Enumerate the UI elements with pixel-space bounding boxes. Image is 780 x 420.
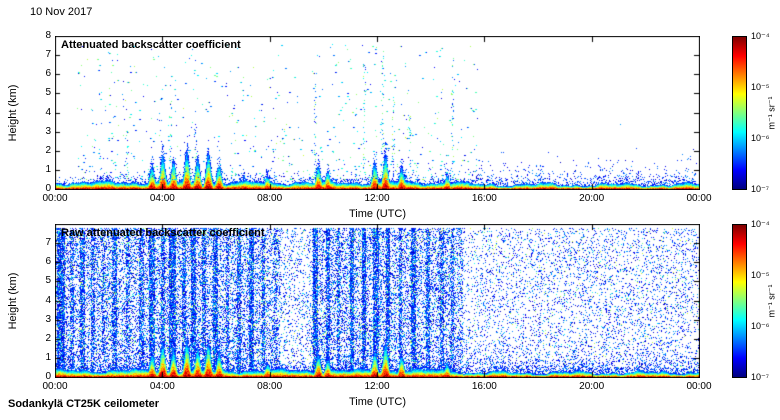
processed-xtick-4: 16:00	[471, 193, 497, 204]
raw-colorbar-tick-2: 10⁻⁶	[751, 321, 770, 331]
processed-ytick-3: 3	[45, 125, 51, 137]
processed-colorbar-tick-2: 10⁻⁶	[751, 133, 770, 143]
raw-xtick-2: 08:00	[257, 381, 283, 392]
panel-title: Raw attenuated backscatter coefficient	[61, 227, 265, 239]
panel-processed-backscatter: Attenuated backscatter coefficient Heigh…	[0, 28, 780, 224]
colorbar-unit-label: m⁻¹ sr⁻¹	[766, 96, 777, 130]
raw-heatmap-canvas	[55, 224, 700, 378]
processed-ytick-4: 4	[45, 106, 51, 118]
raw-xtick-5: 20:00	[579, 381, 605, 392]
processed-heatmap-canvas	[55, 36, 700, 190]
colorbar	[732, 36, 747, 190]
processed-ytick-2: 2	[45, 144, 51, 156]
processed-ytick-7: 7	[45, 49, 51, 61]
processed-xtick-5: 20:00	[579, 193, 605, 204]
raw-ytick-1: 1	[45, 351, 51, 363]
colorbar-gradient	[733, 225, 746, 377]
x-axis-title: Time (UTC)	[348, 208, 407, 220]
processed-ytick-6: 6	[45, 68, 51, 80]
colorbar-gradient	[733, 37, 746, 189]
processed-xtick-2: 08:00	[257, 193, 283, 204]
date-label: 10 Nov 2017	[30, 6, 93, 18]
raw-xtick-1: 04:00	[149, 381, 175, 392]
raw-xtick-3: 12:00	[364, 381, 390, 392]
processed-ytick-0: 0	[45, 183, 51, 194]
y-axis-title: Height (km)	[7, 272, 19, 330]
y-axis-title: Height (km)	[7, 84, 19, 142]
processed-xtick-1: 04:00	[149, 193, 175, 204]
raw-colorbar-tick-3: 10⁻⁷	[751, 372, 770, 382]
processed-xtick-0: 00:00	[42, 193, 68, 204]
processed-colorbar-tick-3: 10⁻⁷	[751, 184, 770, 194]
processed-colorbar-tick-1: 10⁻⁵	[751, 82, 770, 92]
raw-colorbar-tick-1: 10⁻⁵	[751, 270, 770, 280]
raw-ytick-5: 5	[45, 275, 51, 287]
raw-ytick-2: 2	[45, 332, 51, 344]
processed-xtick-3: 12:00	[364, 193, 390, 204]
panel-raw-backscatter: Raw attenuated backscatter coefficient H…	[0, 216, 780, 412]
raw-ytick-3: 3	[45, 313, 51, 325]
colorbar	[732, 224, 747, 378]
raw-xtick-0: 00:00	[42, 381, 68, 392]
processed-ytick-5: 5	[45, 87, 51, 99]
colorbar-unit-label: m⁻¹ sr⁻¹	[766, 284, 777, 318]
processed-ytick-8: 8	[45, 30, 51, 41]
panel-title: Attenuated backscatter coefficient	[61, 39, 241, 51]
processed-xtick-6: 00:00	[686, 193, 712, 204]
processed-colorbar-tick-0: 10⁻⁴	[751, 31, 770, 41]
instrument-caption: Sodankylä CT25K ceilometer	[8, 398, 160, 410]
raw-ytick-0: 0	[45, 371, 51, 382]
processed-ytick-1: 1	[45, 163, 51, 175]
raw-xtick-6: 00:00	[686, 381, 712, 392]
raw-xtick-4: 16:00	[471, 381, 497, 392]
x-axis-title: Time (UTC)	[348, 396, 407, 408]
raw-ytick-7: 7	[45, 237, 51, 249]
raw-ytick-6: 6	[45, 256, 51, 268]
raw-colorbar-tick-0: 10⁻⁴	[751, 219, 770, 229]
raw-ytick-4: 4	[45, 294, 51, 306]
